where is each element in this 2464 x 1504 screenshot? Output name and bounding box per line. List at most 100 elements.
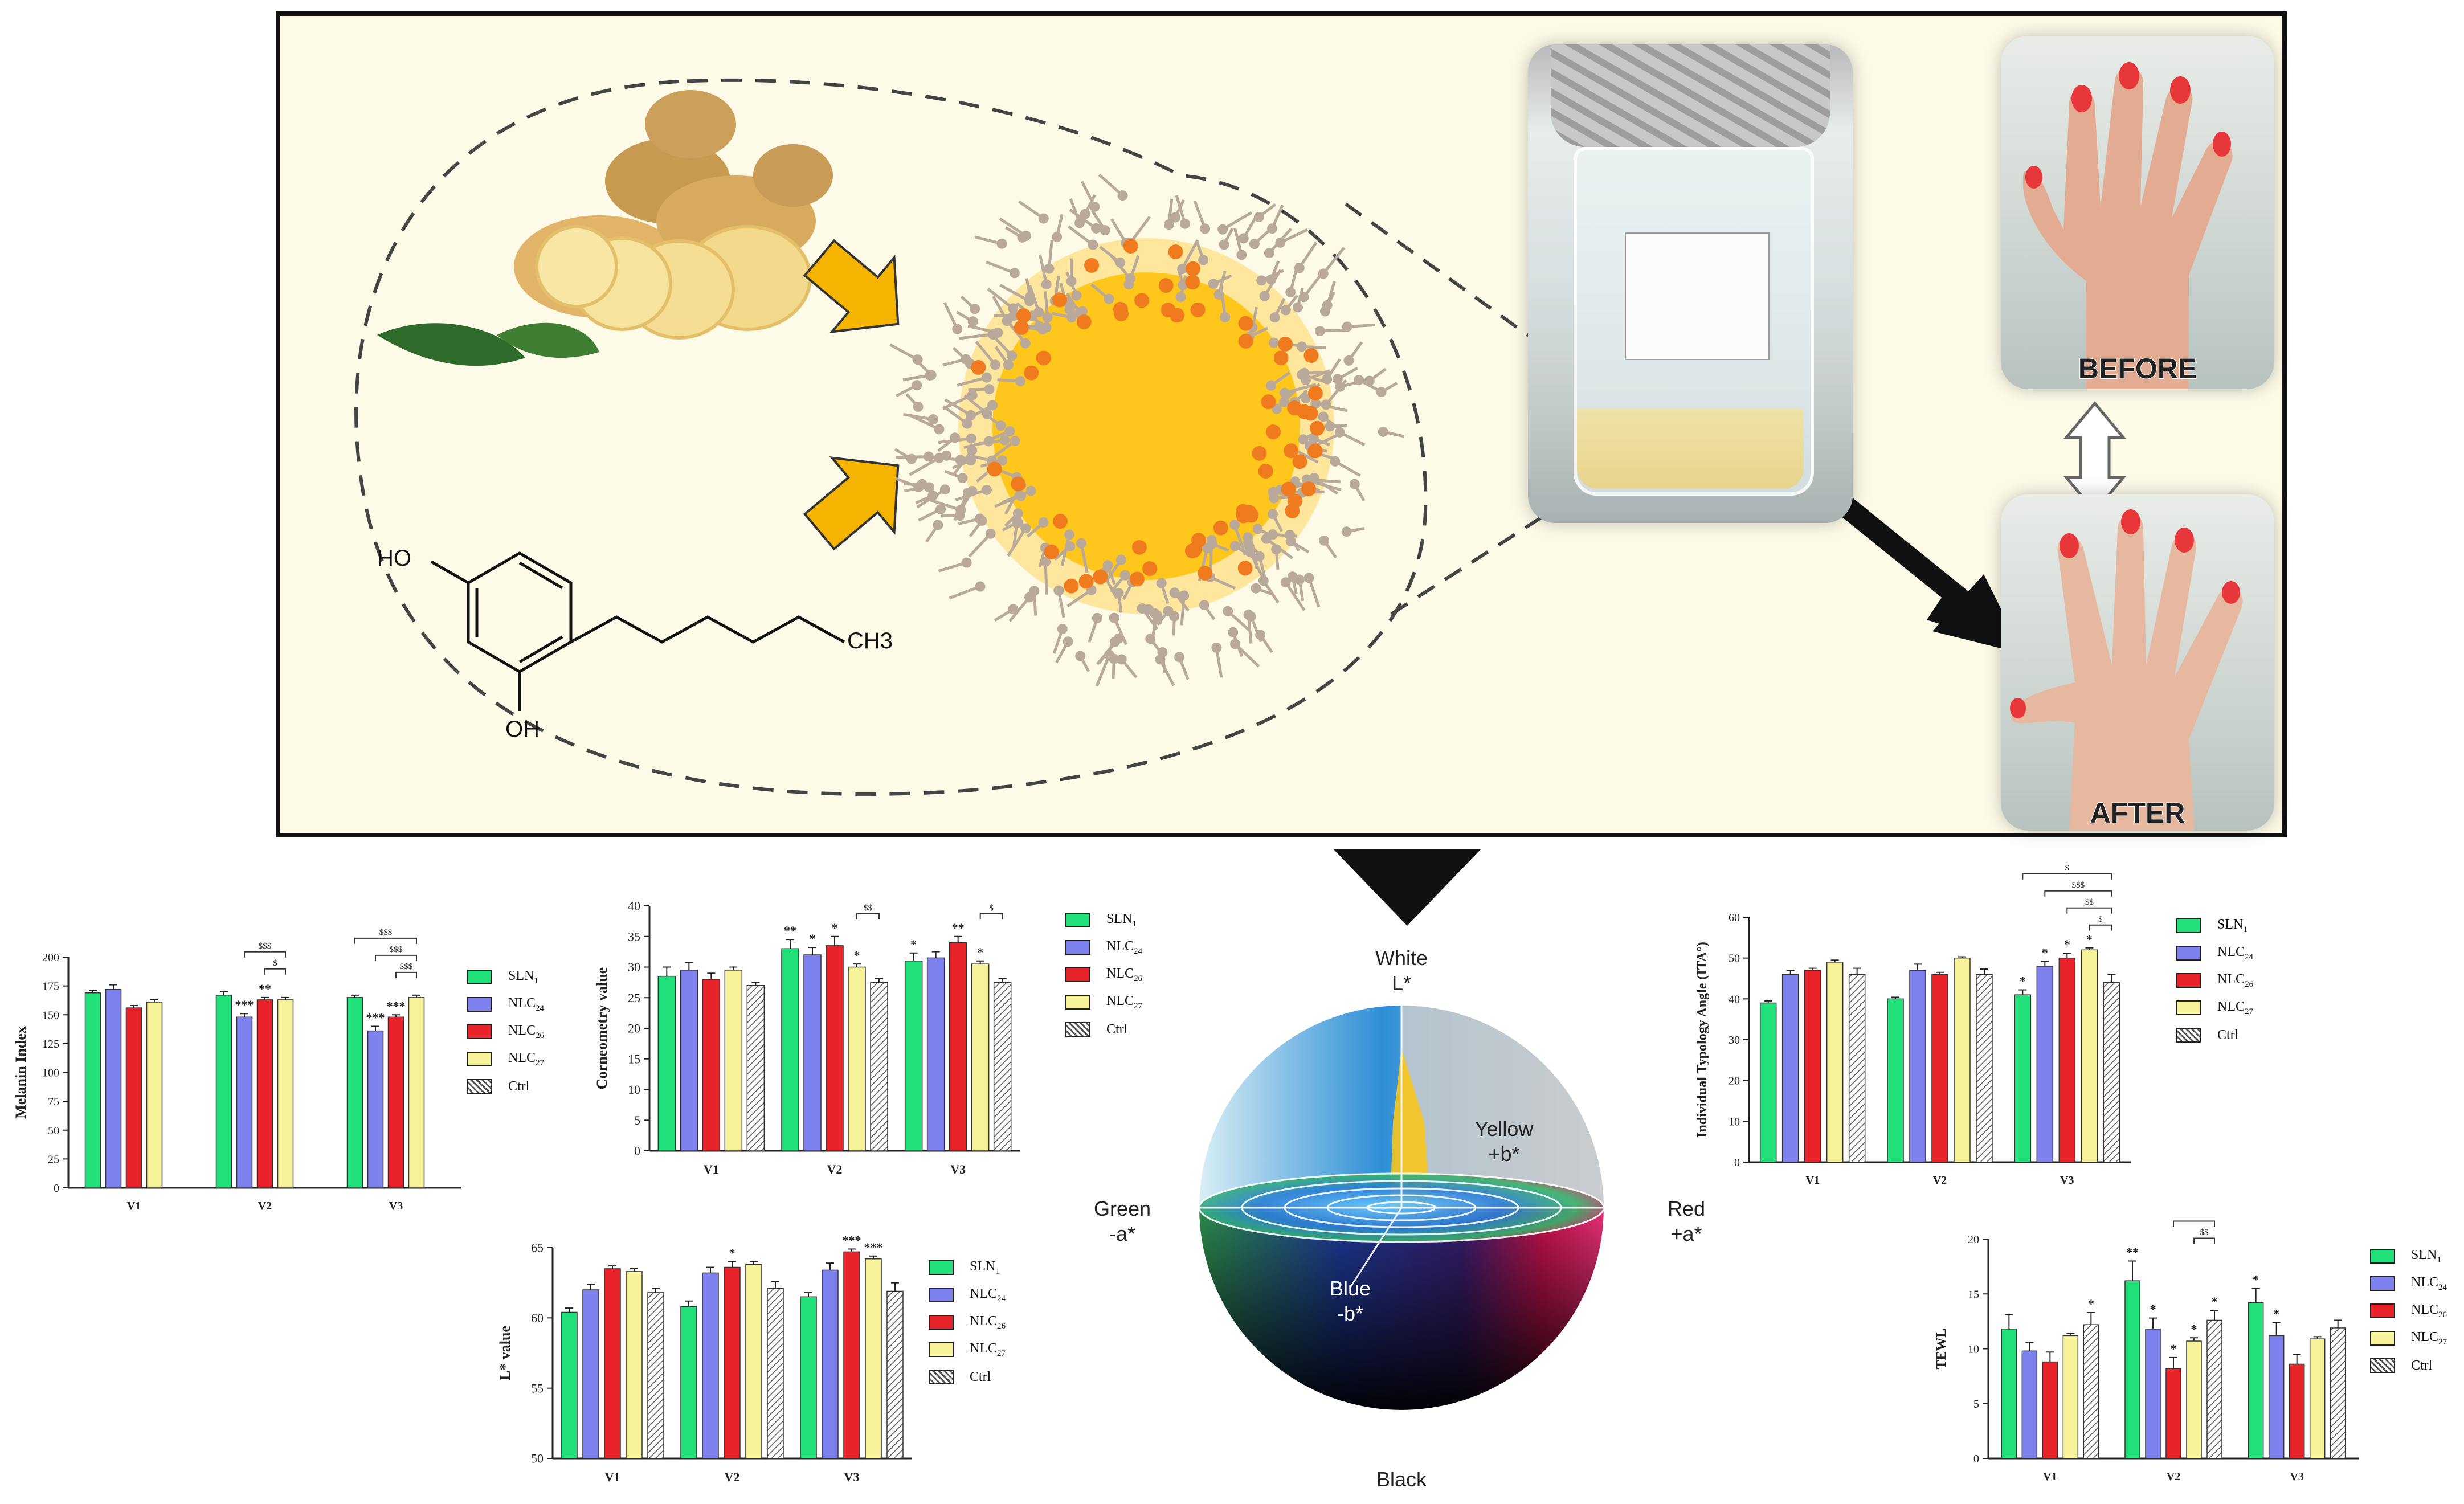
legend-subscript: 24 (997, 1294, 1006, 1303)
y-tick-label: 175 (42, 980, 59, 993)
bar (278, 1000, 293, 1188)
bar (927, 958, 945, 1151)
bar (1954, 958, 1970, 1162)
legend-swatch (1065, 995, 1090, 1010)
bar (2103, 983, 2119, 1162)
legend-item: Ctrl (929, 1368, 991, 1386)
legend-swatch (467, 1079, 492, 1094)
y-tick-label: 35 (628, 929, 640, 943)
y-tick-label: 40 (628, 899, 640, 913)
l-star-text: L* (1345, 971, 1458, 996)
blue-label: Blue-b* (1310, 1276, 1390, 1326)
bar (604, 1269, 620, 1458)
legend-swatch (467, 970, 492, 984)
legend-label: NLC27 (2411, 1330, 2447, 1347)
x-tick-label: V3 (2290, 1470, 2303, 1483)
legend-subscript: 26 (2438, 1310, 2447, 1319)
significance-stars: * (2253, 1273, 2259, 1287)
bracket-label: $ (273, 959, 277, 968)
significance-bracket (980, 914, 1003, 919)
significance-bracket (2045, 891, 2111, 897)
legend-label: NLC26 (2411, 1302, 2447, 1320)
legend-item: NLC24 (2176, 945, 2253, 962)
bar (2207, 1320, 2222, 1458)
bar (848, 967, 865, 1151)
significance-stars: * (2064, 937, 2070, 951)
arrow-bottom (788, 428, 929, 569)
dashed-connector-bottom (1391, 506, 1559, 614)
bar (2187, 1341, 2201, 1458)
hydroxyl-label-bottom: OH (505, 717, 540, 742)
significance-stars: *** (387, 999, 406, 1013)
bar (681, 1307, 697, 1458)
legend-label: NLC27 (970, 1341, 1006, 1359)
bar (658, 976, 675, 1151)
y-tick-label: 75 (48, 1096, 59, 1108)
legend-subscript: 24 (2438, 1282, 2447, 1292)
y-tick-label: 125 (42, 1038, 59, 1051)
y-tick-label: 15 (628, 1052, 640, 1066)
y-axis-label: Individual Typology Angle (ITA°) (1695, 942, 1710, 1138)
legend-label: Ctrl (970, 1370, 991, 1385)
bar (804, 955, 821, 1151)
y-tick-label: 10 (1968, 1343, 1979, 1356)
legend-label: NLC26 (1106, 966, 1142, 984)
legend-swatch (2370, 1331, 2395, 1346)
legend-swatch (1065, 1022, 1090, 1037)
legend-swatch (2370, 1303, 2395, 1318)
y-tick-label: 60 (531, 1311, 544, 1325)
significance-stars: *** (864, 1240, 883, 1254)
bar (409, 998, 424, 1188)
nanoparticle-illustration (890, 175, 1404, 686)
legend-item: NLC27 (1065, 994, 1142, 1011)
x-tick-label: V3 (950, 1162, 966, 1176)
legend-subscript: 26 (2245, 979, 2253, 988)
legend-subscript: 24 (1134, 946, 1142, 955)
bar (844, 1252, 860, 1458)
bracket-label: $$ (2190, 1219, 2199, 1220)
ginger-illustration (377, 90, 833, 366)
bar (2083, 1325, 2098, 1458)
legend-subscript: 27 (1134, 1001, 1142, 1010)
significance-stars: * (910, 937, 917, 951)
a-plus-text: +a* (1646, 1221, 1726, 1246)
legend-swatch (467, 997, 492, 1012)
x-tick-label: V2 (258, 1200, 272, 1212)
black-arrow-diagonal (1824, 489, 2024, 654)
significance-stars: * (2171, 1342, 2177, 1356)
x-tick-label: V3 (2060, 1174, 2074, 1187)
y-tick-label: 0 (634, 1144, 640, 1158)
significance-bracket (396, 972, 416, 978)
bar (865, 1259, 881, 1458)
legend-subscript: 26 (1134, 974, 1142, 983)
legend-label: NLC24 (2217, 945, 2253, 962)
legend-label: NLC24 (2411, 1275, 2447, 1293)
significance-stars: ** (259, 982, 271, 996)
legend-item: Ctrl (2370, 1357, 2432, 1374)
significance-stars: ** (2126, 1245, 2139, 1260)
y-tick-label: 30 (1729, 1034, 1740, 1047)
black-text: Black (1356, 1467, 1447, 1492)
bar (1849, 974, 1865, 1162)
panel-artwork: HO OH CH3 (280, 16, 2282, 833)
legend-item: SLN1 (2370, 1248, 2441, 1265)
legend-label: Ctrl (2411, 1358, 2432, 1374)
legend-subscript: 27 (2245, 1007, 2253, 1016)
methyl-label: CH3 (847, 628, 893, 653)
yellow-text: Yellow (1447, 1117, 1561, 1142)
y-tick-label: 10 (1729, 1115, 1740, 1128)
legend-subscript: 24 (536, 1003, 544, 1012)
x-tick-label: V1 (127, 1200, 141, 1212)
bracket-label: $$$ (259, 942, 272, 951)
bar (767, 1289, 783, 1458)
bar (216, 995, 232, 1188)
y-tick-label: 25 (48, 1153, 59, 1166)
legend-label: NLC26 (508, 1023, 544, 1041)
legend-label: SLN1 (2217, 917, 2248, 935)
y-tick-label: 0 (1734, 1156, 1740, 1169)
